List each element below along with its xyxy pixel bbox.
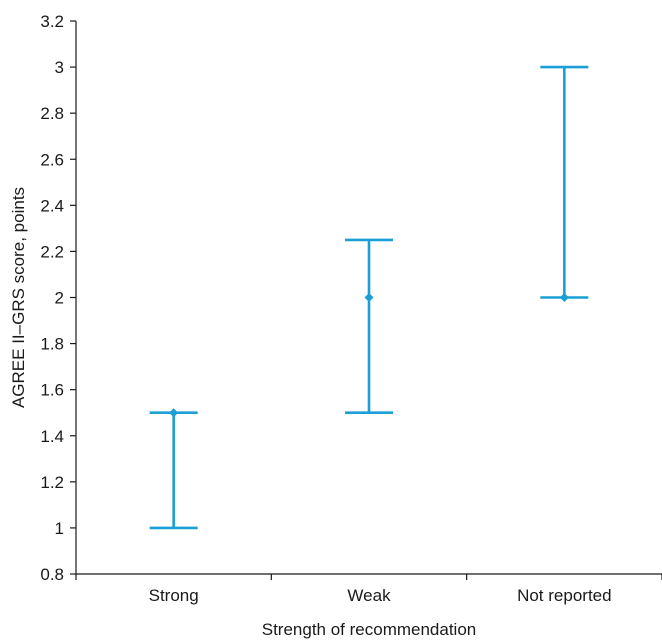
y-tick-label: 2 <box>55 289 64 308</box>
y-tick-label: 3 <box>55 58 64 77</box>
center-marker <box>169 408 178 417</box>
y-tick-label: 2.2 <box>40 242 64 261</box>
y-tick-label: 1.6 <box>40 381 64 400</box>
center-marker <box>560 293 569 302</box>
x-axis-title: Strength of recommendation <box>262 620 477 639</box>
y-tick-label: 0.8 <box>40 565 64 584</box>
error-bar-not-reported <box>540 67 588 302</box>
center-marker <box>365 293 374 302</box>
y-tick-label: 1.2 <box>40 473 64 492</box>
x-tick-label: Strong <box>149 586 199 605</box>
y-tick-label: 3.2 <box>40 12 64 31</box>
x-tick-label: Not reported <box>517 586 612 605</box>
y-tick-label: 1.8 <box>40 335 64 354</box>
x-axis-ticks: Strong Weak Not reported <box>76 574 662 605</box>
y-tick-label: 2.4 <box>40 196 64 215</box>
error-bar-weak <box>345 240 393 413</box>
y-tick-label: 1 <box>55 519 64 538</box>
y-tick-label: 1.4 <box>40 427 64 446</box>
y-tick-label: 2.8 <box>40 104 64 123</box>
x-tick-label: Weak <box>347 586 391 605</box>
y-tick-label: 2.6 <box>40 150 64 169</box>
error-bar-series <box>150 67 589 528</box>
y-axis-ticks: 0.8 1 1.2 1.4 1.6 1.8 2 2.2 2.4 2.6 2.8 3 3.2 <box>40 12 76 584</box>
error-bar-strong <box>150 408 198 528</box>
y-axis-title: AGREE II–GRS score, points <box>9 187 28 408</box>
